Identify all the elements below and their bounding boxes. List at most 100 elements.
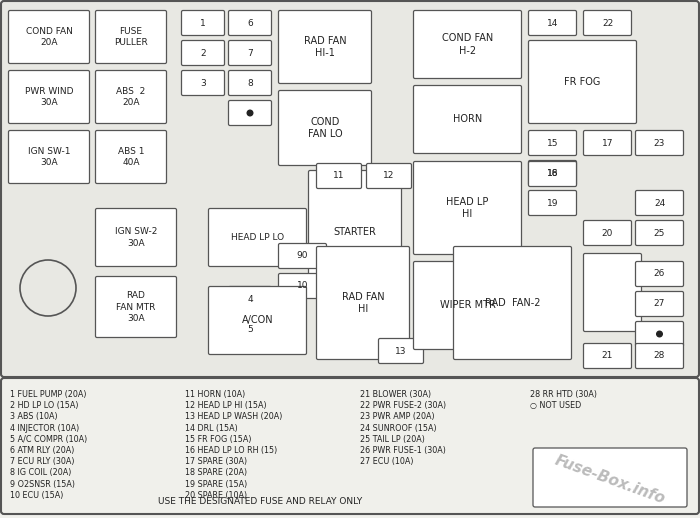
Text: 1: 1: [200, 19, 206, 27]
Text: 3 ABS (10A): 3 ABS (10A): [10, 412, 57, 422]
Text: 27: 27: [654, 299, 665, 309]
FancyBboxPatch shape: [528, 191, 577, 215]
FancyBboxPatch shape: [528, 40, 636, 123]
Text: 3: 3: [200, 79, 206, 88]
Text: 4 INJECTOR (10A): 4 INJECTOR (10A): [10, 424, 79, 433]
Text: 5: 5: [247, 324, 253, 334]
FancyBboxPatch shape: [8, 70, 90, 123]
FancyBboxPatch shape: [316, 164, 361, 189]
FancyBboxPatch shape: [584, 343, 631, 368]
Text: RAD FAN
HI: RAD FAN HI: [342, 292, 384, 314]
Text: 7 ECU RLY (30A): 7 ECU RLY (30A): [10, 457, 74, 466]
Text: 14 DRL (15A): 14 DRL (15A): [185, 424, 238, 433]
FancyBboxPatch shape: [95, 70, 167, 123]
FancyBboxPatch shape: [181, 70, 225, 95]
FancyBboxPatch shape: [8, 10, 90, 64]
Text: 26 PWR FUSE-1 (30A): 26 PWR FUSE-1 (30A): [360, 446, 446, 455]
FancyBboxPatch shape: [636, 322, 683, 347]
Text: 2 HD LP LO (15A): 2 HD LP LO (15A): [10, 401, 78, 410]
FancyBboxPatch shape: [454, 247, 571, 359]
Text: 21 BLOWER (30A): 21 BLOWER (30A): [360, 390, 431, 399]
Text: 19 SPARE (15A): 19 SPARE (15A): [185, 480, 247, 488]
Text: PWR WIND
30A: PWR WIND 30A: [25, 87, 74, 107]
Text: IGN SW-1
30A: IGN SW-1 30A: [28, 147, 70, 167]
FancyBboxPatch shape: [95, 277, 176, 338]
Text: 18 SPARE (20A): 18 SPARE (20A): [185, 468, 247, 478]
Text: 10 ECU (15A): 10 ECU (15A): [10, 491, 64, 500]
Text: 11: 11: [333, 171, 344, 180]
Text: ABS 1
40A: ABS 1 40A: [118, 147, 144, 167]
Text: 24 SUNROOF (15A): 24 SUNROOF (15A): [360, 424, 437, 433]
FancyBboxPatch shape: [309, 170, 402, 294]
Text: FUSE
PULLER: FUSE PULLER: [114, 27, 148, 47]
Text: 17: 17: [602, 138, 613, 148]
Text: RAD
FAN MTR
30A: RAD FAN MTR 30A: [116, 292, 155, 323]
Text: 19: 19: [547, 198, 559, 208]
Text: 14: 14: [547, 19, 558, 27]
Text: 22 PWR FUSE-2 (30A): 22 PWR FUSE-2 (30A): [360, 401, 446, 410]
Text: 90: 90: [297, 252, 308, 261]
FancyBboxPatch shape: [228, 40, 272, 65]
Text: COND FAN
20A: COND FAN 20A: [26, 27, 72, 47]
FancyBboxPatch shape: [636, 191, 683, 215]
Text: 23 PWR AMP (20A): 23 PWR AMP (20A): [360, 412, 435, 422]
FancyBboxPatch shape: [279, 91, 372, 165]
Circle shape: [657, 331, 662, 337]
FancyBboxPatch shape: [279, 243, 326, 268]
FancyBboxPatch shape: [414, 162, 522, 254]
Text: 15: 15: [547, 138, 559, 148]
Text: 20: 20: [602, 228, 613, 237]
Text: 16 HEAD LP LO RH (15): 16 HEAD LP LO RH (15): [185, 446, 277, 455]
Text: 22: 22: [602, 19, 613, 27]
Text: 4: 4: [247, 295, 253, 304]
FancyBboxPatch shape: [95, 131, 167, 183]
FancyBboxPatch shape: [636, 343, 683, 368]
Text: USE THE DESIGNATED FUSE AND RELAY ONLY: USE THE DESIGNATED FUSE AND RELAY ONLY: [158, 497, 362, 507]
Text: 23: 23: [654, 138, 665, 148]
Text: 25: 25: [654, 228, 665, 237]
FancyBboxPatch shape: [379, 338, 424, 364]
Text: HEAD LP LO: HEAD LP LO: [231, 233, 284, 242]
Text: ABS  2
20A: ABS 2 20A: [116, 87, 146, 107]
FancyBboxPatch shape: [8, 131, 90, 183]
Text: 10: 10: [297, 281, 308, 291]
Text: WIPER MTR: WIPER MTR: [440, 300, 496, 310]
FancyBboxPatch shape: [228, 286, 272, 311]
FancyBboxPatch shape: [414, 262, 522, 350]
Text: RAD FAN
HI-1: RAD FAN HI-1: [304, 36, 346, 58]
Text: RAD  FAN-2: RAD FAN-2: [484, 298, 540, 308]
Text: COND
FAN LO: COND FAN LO: [308, 117, 342, 139]
Text: STARTER: STARTER: [334, 227, 377, 237]
Text: 6: 6: [247, 19, 253, 27]
Text: 1 FUEL PUMP (20A): 1 FUEL PUMP (20A): [10, 390, 87, 399]
Text: 2: 2: [200, 49, 206, 57]
FancyBboxPatch shape: [528, 161, 577, 185]
FancyBboxPatch shape: [95, 209, 176, 266]
Text: HORN: HORN: [453, 114, 482, 124]
Text: 12 HEAD LP HI (15A): 12 HEAD LP HI (15A): [185, 401, 267, 410]
FancyBboxPatch shape: [636, 262, 683, 286]
Text: ○ NOT USED: ○ NOT USED: [530, 401, 581, 410]
FancyBboxPatch shape: [1, 378, 699, 514]
Text: 12: 12: [384, 171, 395, 180]
FancyBboxPatch shape: [584, 10, 631, 36]
Text: 18: 18: [547, 168, 559, 178]
FancyBboxPatch shape: [414, 85, 522, 153]
FancyBboxPatch shape: [95, 10, 167, 64]
FancyBboxPatch shape: [636, 221, 683, 246]
Text: 25 TAIL LP (20A): 25 TAIL LP (20A): [360, 435, 425, 444]
Text: 20 SPARE (10A): 20 SPARE (10A): [185, 491, 247, 500]
Text: 16: 16: [547, 169, 559, 179]
Text: 9 O2SNSR (15A): 9 O2SNSR (15A): [10, 480, 75, 488]
Text: COND FAN
H-2: COND FAN H-2: [442, 33, 493, 56]
Text: 26: 26: [654, 269, 665, 279]
FancyBboxPatch shape: [367, 164, 412, 189]
FancyBboxPatch shape: [636, 292, 683, 316]
Text: 28 RR HTD (30A): 28 RR HTD (30A): [530, 390, 597, 399]
FancyBboxPatch shape: [528, 131, 577, 155]
Text: IGN SW-2
30A: IGN SW-2 30A: [115, 227, 158, 248]
Text: Fuse-Box.info: Fuse-Box.info: [552, 453, 667, 507]
FancyBboxPatch shape: [1, 1, 699, 377]
FancyBboxPatch shape: [181, 40, 225, 65]
Text: 5 A/C COMPR (10A): 5 A/C COMPR (10A): [10, 435, 88, 444]
